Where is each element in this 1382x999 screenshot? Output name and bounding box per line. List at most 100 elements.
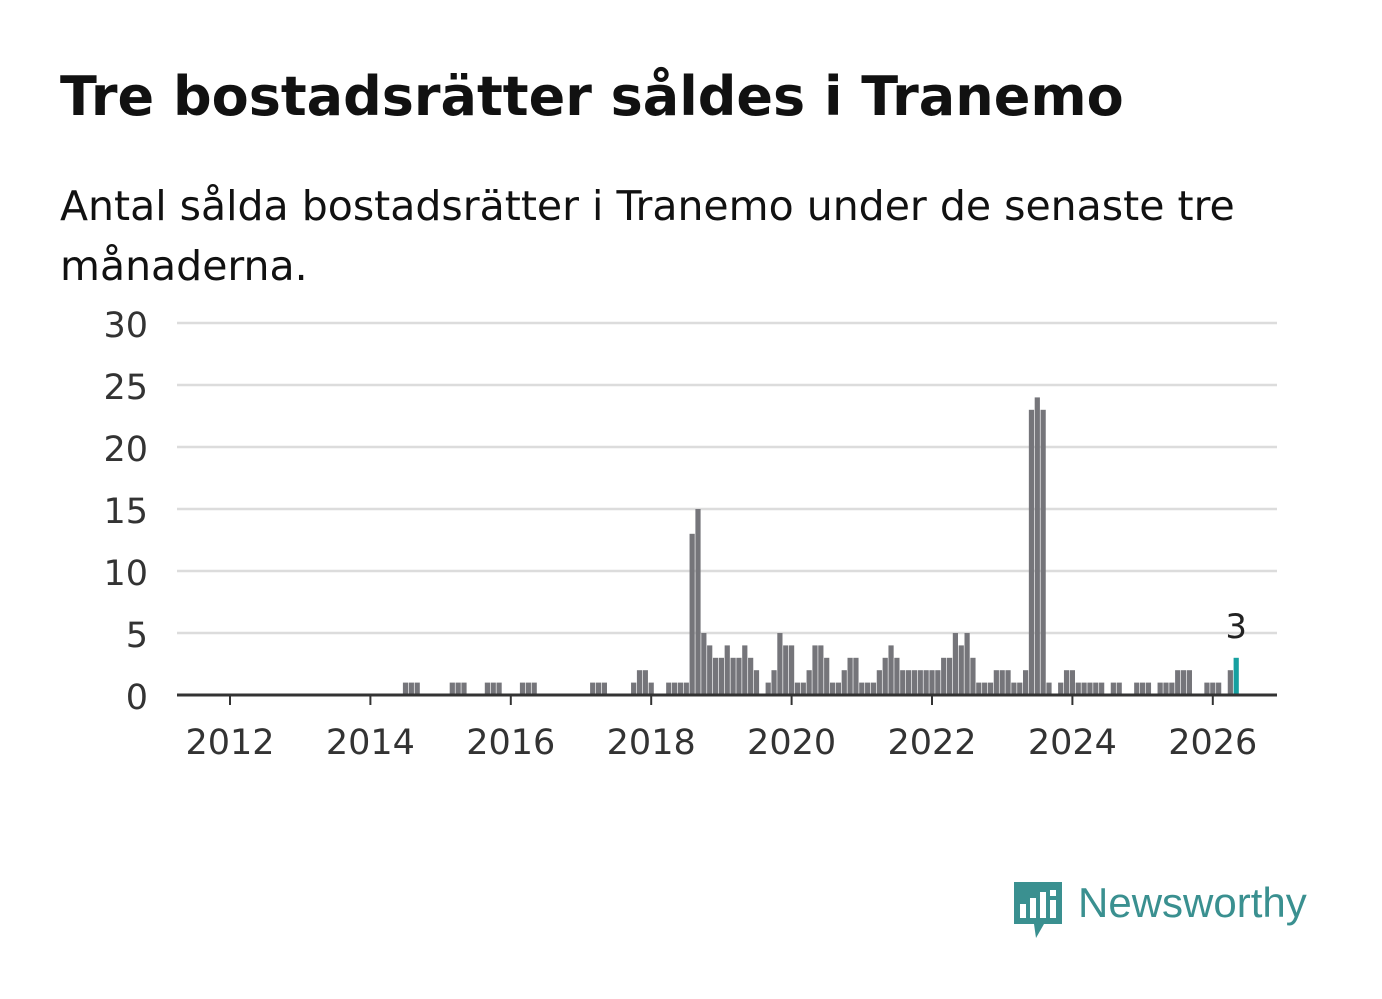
bar xyxy=(859,682,865,695)
bar xyxy=(1227,670,1233,695)
bar xyxy=(1087,682,1093,695)
bar xyxy=(1134,682,1140,695)
bar xyxy=(730,657,736,695)
bar xyxy=(683,682,689,695)
bar xyxy=(946,657,953,695)
bar xyxy=(888,645,894,695)
bar-chart: 0 5 10 15 20 25 30 3 2012 2014 2016 2018 2020 2022 202… xyxy=(103,306,1277,763)
bar xyxy=(666,682,672,695)
bar xyxy=(1028,409,1035,695)
bar xyxy=(1175,670,1181,695)
bar xyxy=(753,670,760,695)
bar xyxy=(1140,682,1146,695)
bar xyxy=(882,657,888,695)
bar xyxy=(408,682,414,695)
bar xyxy=(923,670,929,695)
bar xyxy=(829,682,836,695)
bar xyxy=(870,682,877,695)
bar xyxy=(976,682,982,695)
bar xyxy=(1186,670,1192,695)
bar xyxy=(1093,682,1099,695)
x-tick-label: 2016 xyxy=(466,723,555,763)
bar xyxy=(695,509,701,695)
x-tick-label: 2014 xyxy=(326,723,415,763)
bar xyxy=(742,645,748,695)
bar xyxy=(1017,682,1023,695)
bar xyxy=(900,670,906,695)
bar xyxy=(414,682,420,695)
bar xyxy=(800,682,806,695)
y-tick-label: 0 xyxy=(126,678,148,718)
bar xyxy=(1063,670,1070,695)
bar xyxy=(999,670,1005,695)
bar xyxy=(449,682,455,695)
bar xyxy=(1163,682,1169,695)
bar xyxy=(876,670,882,695)
bar xyxy=(636,670,643,695)
bar xyxy=(1023,670,1029,695)
bar xyxy=(748,657,754,695)
bar xyxy=(531,682,537,695)
bar xyxy=(484,682,490,695)
y-tick-label: 20 xyxy=(103,430,148,470)
highlight-bar xyxy=(1233,657,1239,695)
bar xyxy=(1069,670,1075,695)
bar xyxy=(712,657,719,695)
y-tick-label: 30 xyxy=(103,306,148,346)
y-tick-label: 5 xyxy=(126,616,148,656)
bar xyxy=(1180,670,1187,695)
x-tick-label: 2012 xyxy=(185,723,274,763)
bar xyxy=(1204,682,1210,695)
bar xyxy=(519,682,526,695)
bar xyxy=(1116,682,1122,695)
chart-title: Tre bostadsrätter såldes i Tranemo xyxy=(60,65,1124,128)
bar xyxy=(1046,682,1052,695)
x-tick-label: 2020 xyxy=(747,723,836,763)
bar xyxy=(1081,682,1087,695)
y-tick-label: 25 xyxy=(103,368,148,408)
brand-logo: Newsworthy xyxy=(1010,878,1307,942)
bar xyxy=(1005,670,1011,695)
bar xyxy=(970,657,976,695)
bar xyxy=(952,633,958,695)
bar xyxy=(818,645,824,695)
bar xyxy=(958,645,964,695)
bar xyxy=(455,682,461,695)
bar xyxy=(1157,682,1163,695)
bar xyxy=(1216,682,1222,695)
bar xyxy=(1110,682,1116,695)
x-tick-label: 2024 xyxy=(1028,723,1117,763)
bar xyxy=(590,682,596,695)
y-tick-label: 15 xyxy=(103,492,148,532)
bar xyxy=(935,670,941,695)
bar xyxy=(1075,682,1081,695)
bar xyxy=(701,633,707,695)
bar xyxy=(677,682,684,695)
bar xyxy=(1210,682,1216,695)
bar xyxy=(461,682,467,695)
bar xyxy=(771,670,777,695)
bar xyxy=(595,682,602,695)
bar xyxy=(964,633,970,695)
newsworthy-logo-icon xyxy=(1014,882,1062,938)
bar xyxy=(689,533,695,695)
bar xyxy=(402,682,409,695)
bar xyxy=(1058,682,1064,695)
bar xyxy=(707,645,713,695)
bar xyxy=(806,670,812,695)
bar xyxy=(648,682,654,695)
data-label: 3 xyxy=(1225,607,1247,647)
x-tick-label: 2026 xyxy=(1168,723,1257,763)
bar xyxy=(917,670,923,695)
bar xyxy=(865,682,871,695)
bar xyxy=(525,682,531,695)
bar xyxy=(1099,682,1105,695)
bar xyxy=(835,682,841,695)
y-tick-label: 10 xyxy=(103,554,148,594)
bar xyxy=(982,682,988,695)
chart-subtitle: Antal sålda bostadsrätter i Tranemo unde… xyxy=(60,182,1235,290)
bar xyxy=(1011,682,1017,695)
bar xyxy=(847,657,853,695)
bar xyxy=(911,670,918,695)
bar xyxy=(841,670,847,695)
